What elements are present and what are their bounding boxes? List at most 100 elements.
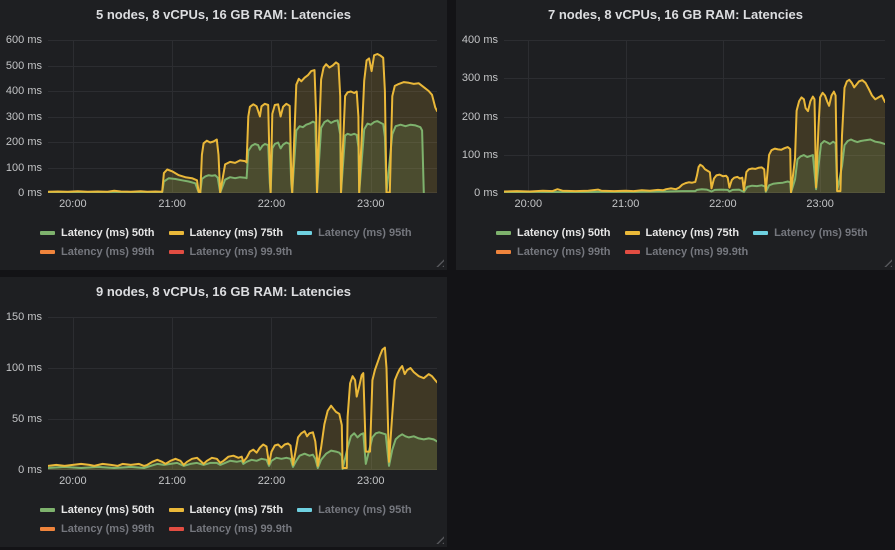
- legend-item-95th[interactable]: Latency (ms) 95th: [297, 502, 412, 518]
- x-axis-tick: 23:00: [357, 198, 385, 210]
- y-axis-tick: 150 ms: [5, 311, 42, 323]
- panel-title[interactable]: 7 nodes, 8 vCPUs, 16 GB RAM: Latencies: [547, 7, 804, 22]
- x-axis-tick: 20:00: [514, 198, 543, 210]
- y-axis-tick: 300 ms: [461, 72, 498, 85]
- y-axis-tick: 50 ms: [12, 413, 42, 425]
- panel-resize-handle-icon[interactable]: [435, 535, 444, 544]
- legend-item-99.9th[interactable]: Latency (ms) 99.9th: [168, 244, 293, 260]
- legend-label: Latency (ms) 99th: [61, 246, 155, 258]
- legend-item-95th[interactable]: Latency (ms) 95th: [753, 225, 868, 241]
- x-axis-tick: 22:00: [709, 198, 737, 210]
- y-axis-tick: 100 ms: [5, 362, 42, 374]
- legend-label: Latency (ms) 50th: [517, 227, 611, 239]
- legend-label: Latency (ms) 75th: [645, 227, 740, 239]
- x-axis: 20:00 21:00 22:00 23:00: [504, 198, 885, 212]
- y-axis-tick: 400 ms: [461, 34, 498, 46]
- legend-swatch-icon: [496, 250, 511, 254]
- y-axis-tick: 600 ms: [5, 34, 42, 46]
- legend-item-75th[interactable]: Latency (ms) 75th: [168, 502, 284, 518]
- x-axis-tick: 20:00: [59, 198, 87, 210]
- panel-title[interactable]: 9 nodes, 8 vCPUs, 16 GB RAM: Latencies: [95, 284, 352, 299]
- legend-label: Latency (ms) 75th: [189, 227, 284, 239]
- panel-9-nodes-latencies: 9 nodes, 8 vCPUs, 16 GB RAM: Latencies 1…: [0, 277, 447, 547]
- time-series-chart: [48, 317, 437, 470]
- x-axis-tick: 23:00: [806, 198, 834, 210]
- panel-7-nodes-latencies: 7 nodes, 8 vCPUs, 16 GB RAM: Latencies 4…: [456, 0, 895, 270]
- series-line-latency-ms-50th: [504, 138, 885, 193]
- legend-label: Latency (ms) 99.9th: [645, 246, 749, 258]
- panel-5-nodes-latencies: 5 nodes, 8 vCPUs, 16 GB RAM: Latencies 6…: [0, 0, 447, 270]
- time-series-chart: [504, 40, 885, 193]
- x-axis-tick: 23:00: [357, 475, 385, 487]
- legend-swatch-icon: [624, 250, 640, 254]
- legend-item-50th[interactable]: Latency (ms) 50th: [40, 225, 155, 241]
- series-line-latency-ms-75th: [504, 78, 885, 193]
- y-axis: 150 ms 100 ms 50 ms 0 ms: [0, 311, 42, 476]
- x-axis: 20:00 21:00 22:00 23:00: [48, 198, 437, 212]
- panel-title[interactable]: 5 nodes, 8 vCPUs, 16 GB RAM: Latencies: [95, 7, 352, 22]
- legend-label: Latency (ms) 99.9th: [189, 246, 293, 258]
- grid-lines: [48, 317, 437, 470]
- legend-swatch-icon: [40, 231, 55, 235]
- legend-swatch-icon: [753, 231, 769, 235]
- x-axis-tick: 21:00: [158, 198, 186, 210]
- y-axis-tick: 100 ms: [461, 148, 498, 161]
- series-fill-latency-ms-50th: [504, 139, 885, 193]
- legend-item-99th[interactable]: Latency (ms) 99th: [496, 244, 611, 260]
- legend-label: Latency (ms) 99th: [517, 246, 611, 258]
- legend-label: Latency (ms) 75th: [189, 504, 284, 516]
- x-axis-tick: 21:00: [611, 198, 640, 210]
- legend-label: Latency (ms) 95th: [318, 227, 412, 239]
- series-fill-latency-ms-50th: [48, 432, 437, 470]
- series-fill-latency-ms-75th: [48, 347, 437, 470]
- x-axis-tick: 20:00: [59, 475, 87, 487]
- y-axis-tick: 300 ms: [5, 110, 42, 123]
- x-axis-tick: 22:00: [257, 475, 286, 487]
- y-axis-tick: 200 ms: [5, 136, 42, 148]
- chart-plot-area[interactable]: [48, 40, 437, 193]
- legend-item-50th[interactable]: Latency (ms) 50th: [496, 225, 611, 241]
- legend-label: Latency (ms) 95th: [318, 504, 412, 516]
- legend-item-99.9th[interactable]: Latency (ms) 99.9th: [624, 244, 749, 260]
- time-series-chart: [48, 40, 437, 193]
- legend-swatch-icon: [297, 508, 313, 512]
- y-axis-tick: 200 ms: [461, 110, 498, 123]
- y-axis-tick: 0 ms: [18, 464, 42, 476]
- legend: Latency (ms) 50th Latency (ms) 75th Latenc…: [40, 225, 439, 260]
- legend-swatch-icon: [168, 527, 184, 531]
- legend-item-50th[interactable]: Latency (ms) 50th: [40, 502, 155, 518]
- y-axis-tick: 0 ms: [18, 187, 42, 199]
- legend-swatch-icon: [297, 231, 313, 235]
- y-axis: 600 ms 500 ms 400 ms 300 ms 200 ms 100 ms 0 ms: [0, 34, 42, 199]
- legend-label: Latency (ms) 99.9th: [189, 523, 293, 535]
- legend-label: Latency (ms) 99th: [61, 523, 155, 535]
- legend-swatch-icon: [40, 250, 55, 254]
- legend-item-99th[interactable]: Latency (ms) 99th: [40, 244, 155, 260]
- legend: Latency (ms) 50th Latency (ms) 75th Latenc…: [496, 225, 887, 260]
- legend-swatch-icon: [168, 508, 184, 512]
- legend-label: Latency (ms) 50th: [61, 227, 155, 239]
- series-fill-latency-ms-50th: [48, 120, 424, 193]
- legend-item-75th[interactable]: Latency (ms) 75th: [168, 225, 284, 241]
- chart-plot-area[interactable]: [48, 317, 437, 470]
- legend-swatch-icon: [40, 508, 55, 512]
- legend-item-99.9th[interactable]: Latency (ms) 99.9th: [168, 521, 293, 537]
- y-axis-tick: 500 ms: [5, 59, 42, 72]
- x-axis-tick: 22:00: [257, 198, 286, 210]
- legend-item-99th[interactable]: Latency (ms) 99th: [40, 521, 155, 537]
- y-axis: 400 ms 300 ms 200 ms 100 ms 0 ms: [456, 34, 498, 199]
- legend-item-95th[interactable]: Latency (ms) 95th: [297, 225, 412, 241]
- legend-swatch-icon: [40, 527, 55, 531]
- panel-resize-handle-icon[interactable]: [883, 258, 892, 267]
- panel-resize-handle-icon[interactable]: [435, 258, 444, 267]
- chart-plot-area[interactable]: [504, 40, 885, 193]
- series-fill-latency-ms-75th: [48, 54, 437, 193]
- legend-label: Latency (ms) 95th: [774, 227, 868, 239]
- y-axis-tick: 400 ms: [5, 85, 42, 97]
- legend-swatch-icon: [168, 231, 184, 235]
- y-axis-tick: 100 ms: [5, 161, 42, 174]
- legend-swatch-icon: [496, 231, 511, 235]
- y-axis-tick: 0 ms: [474, 187, 498, 199]
- legend-swatch-icon: [168, 250, 184, 254]
- legend-item-75th[interactable]: Latency (ms) 75th: [624, 225, 740, 241]
